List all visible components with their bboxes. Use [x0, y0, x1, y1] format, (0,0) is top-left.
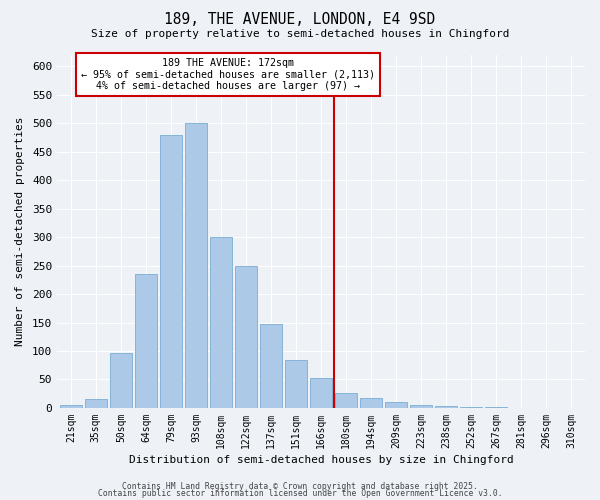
- Bar: [310, 378, 332, 408]
- Bar: [260, 324, 282, 408]
- Bar: [360, 398, 382, 408]
- Bar: [209, 237, 232, 408]
- Bar: [460, 407, 482, 408]
- Bar: [385, 402, 407, 408]
- Text: 189 THE AVENUE: 172sqm
← 95% of semi-detached houses are smaller (2,113)
4% of s: 189 THE AVENUE: 172sqm ← 95% of semi-det…: [82, 58, 376, 91]
- Bar: [185, 124, 207, 408]
- Bar: [85, 400, 107, 408]
- Bar: [59, 405, 82, 408]
- Bar: [134, 274, 157, 408]
- Bar: [435, 406, 457, 408]
- Bar: [160, 134, 182, 408]
- Text: 189, THE AVENUE, LONDON, E4 9SD: 189, THE AVENUE, LONDON, E4 9SD: [164, 12, 436, 28]
- Text: Contains public sector information licensed under the Open Government Licence v3: Contains public sector information licen…: [98, 490, 502, 498]
- Y-axis label: Number of semi-detached properties: Number of semi-detached properties: [15, 116, 25, 346]
- Bar: [285, 360, 307, 408]
- Bar: [235, 266, 257, 408]
- X-axis label: Distribution of semi-detached houses by size in Chingford: Distribution of semi-detached houses by …: [128, 455, 514, 465]
- Text: Size of property relative to semi-detached houses in Chingford: Size of property relative to semi-detach…: [91, 29, 509, 39]
- Bar: [335, 392, 358, 408]
- Bar: [410, 404, 433, 408]
- Text: Contains HM Land Registry data © Crown copyright and database right 2025.: Contains HM Land Registry data © Crown c…: [122, 482, 478, 491]
- Bar: [110, 352, 132, 408]
